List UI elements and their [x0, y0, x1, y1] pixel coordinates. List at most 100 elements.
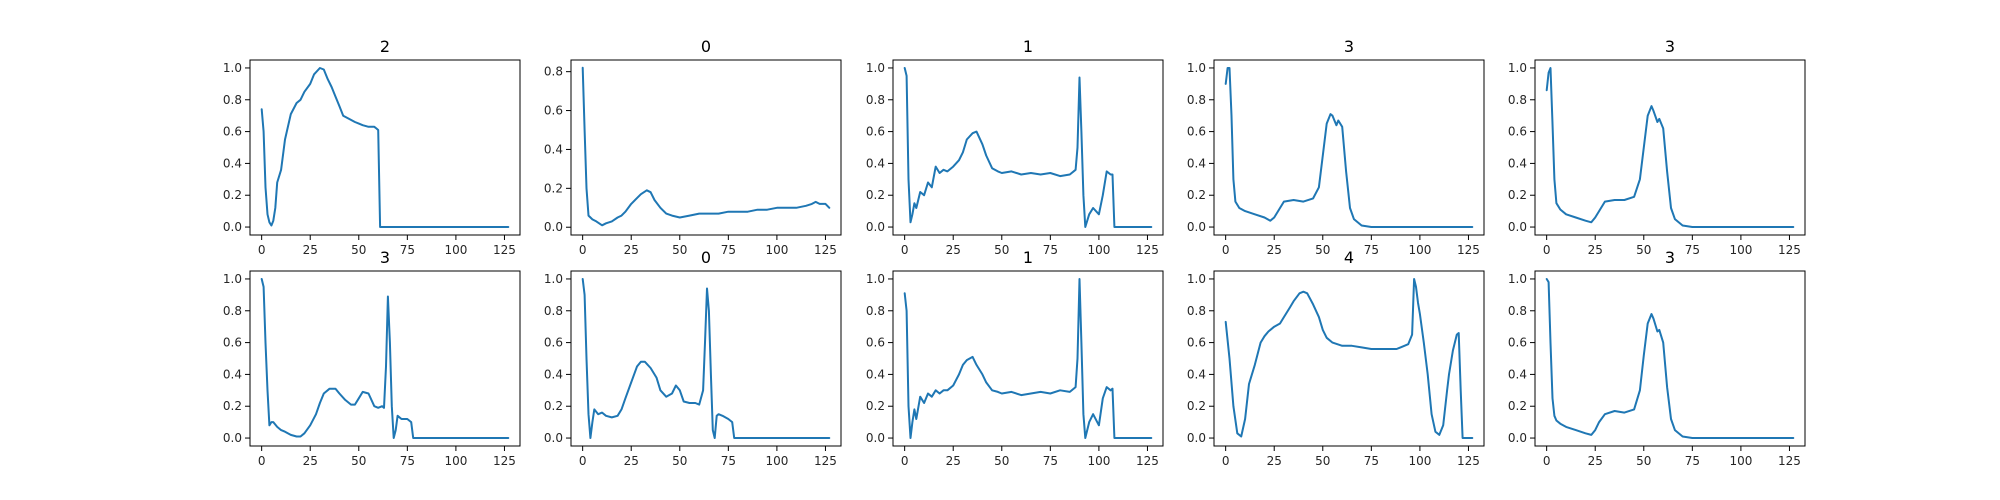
x-tick-label: 50 [1636, 243, 1651, 257]
series-line [903, 278, 1153, 439]
y-tick-label: 0.8 [544, 304, 563, 318]
x-tick-label: 100 [444, 454, 467, 468]
x-tick-label: 25 [1267, 454, 1282, 468]
y-tick-label: 0.6 [544, 336, 563, 350]
x-tick-label: 25 [1267, 243, 1282, 257]
x-tick-label: 100 [1408, 454, 1431, 468]
x-tick-label: 75 [1043, 243, 1058, 257]
series-line [260, 67, 510, 228]
series-line [581, 278, 831, 439]
y-tick-label: 0.0 [866, 220, 885, 234]
y-tick-label: 1.0 [1508, 272, 1527, 286]
x-tick-label: 125 [1457, 243, 1480, 257]
subplot-9: 0 25 50 75 100 125 0.0 0.2 0.4 0.6 0.8 1.0 4 [1187, 248, 1485, 468]
x-tick-label: 0 [579, 243, 587, 257]
y-tick-label: 0.6 [1508, 125, 1527, 139]
x-tick-label: 0 [1222, 454, 1230, 468]
y-tick-label: 1.0 [866, 61, 885, 75]
subplot-7: 0 25 50 75 100 125 0.0 0.2 0.4 0.6 0.8 1.0 0 [544, 248, 842, 468]
y-tick-label: 0.2 [544, 181, 563, 195]
x-tick-label: 0 [258, 243, 266, 257]
y-tick-label: 0.2 [866, 188, 885, 202]
x-tick-label: 75 [1685, 243, 1700, 257]
y-tick-label: 0.2 [1508, 188, 1527, 202]
x-tick-label: 75 [1364, 243, 1379, 257]
x-tick-label: 0 [901, 454, 909, 468]
x-tick-label: 125 [493, 454, 516, 468]
y-tick-label: 0.4 [1508, 156, 1527, 170]
y-tick-label: 0.0 [1187, 220, 1206, 234]
subplot-3: 0 25 50 75 100 125 0.0 0.2 0.4 0.6 0.8 1.0 1 [866, 37, 1164, 257]
subplot-title: 3 [1344, 37, 1354, 56]
axes-frame [1213, 59, 1485, 236]
y-tick-label: 0.6 [1187, 125, 1206, 139]
y-tick-label: 0.0 [544, 431, 563, 445]
y-tick-label: 0.8 [866, 304, 885, 318]
x-tick-label: 100 [1087, 454, 1110, 468]
x-tick-label: 75 [400, 454, 415, 468]
x-tick-label: 25 [1588, 454, 1603, 468]
series-line [260, 278, 510, 439]
subplot-title: 0 [701, 37, 711, 56]
x-tick-label: 100 [1408, 243, 1431, 257]
y-tick-label: 0.6 [544, 104, 563, 118]
y-tick-label: 0.2 [544, 399, 563, 413]
x-tick-label: 25 [303, 243, 318, 257]
y-tick-label: 0.4 [1187, 367, 1206, 381]
subplot-5: 0 25 50 75 100 125 0.0 0.2 0.4 0.6 0.8 1.0 3 [1508, 37, 1806, 257]
y-tick-label: 0.0 [223, 431, 242, 445]
y-tick-label: 0.0 [1508, 220, 1527, 234]
axes-frame [570, 59, 842, 236]
x-tick-label: 0 [1222, 243, 1230, 257]
x-tick-label: 100 [1729, 454, 1752, 468]
axes-frame [1534, 59, 1806, 236]
axes-frame [892, 59, 1164, 236]
y-tick-label: 0.4 [1187, 156, 1206, 170]
subplot-8: 0 25 50 75 100 125 0.0 0.2 0.4 0.6 0.8 1.0 1 [866, 248, 1164, 468]
y-tick-label: 0.4 [1508, 367, 1527, 381]
y-tick-label: 0.0 [866, 431, 885, 445]
y-tick-label: 0.6 [1187, 336, 1206, 350]
x-tick-label: 125 [814, 454, 837, 468]
axes-frame [249, 270, 521, 447]
y-tick-label: 1.0 [1187, 272, 1206, 286]
y-tick-label: 0.2 [1187, 188, 1206, 202]
axes-frame [1534, 270, 1806, 447]
y-tick-label: 0.6 [866, 125, 885, 139]
y-tick-label: 0.2 [223, 399, 242, 413]
y-tick-label: 0.0 [223, 220, 242, 234]
y-tick-label: 0.8 [544, 65, 563, 79]
y-tick-label: 0.8 [223, 304, 242, 318]
subplot-6: 0 25 50 75 100 125 0.0 0.2 0.4 0.6 0.8 1.0 3 [223, 248, 521, 468]
y-tick-label: 0.4 [544, 367, 563, 381]
y-tick-label: 1.0 [866, 272, 885, 286]
x-tick-label: 75 [1685, 454, 1700, 468]
series-line [1224, 278, 1474, 439]
x-tick-label: 50 [351, 243, 366, 257]
x-tick-label: 125 [493, 243, 516, 257]
y-tick-label: 0.4 [866, 367, 885, 381]
y-tick-label: 0.8 [1508, 304, 1527, 318]
y-tick-label: 0.8 [866, 93, 885, 107]
y-tick-label: 0.6 [223, 125, 242, 139]
x-tick-label: 100 [765, 454, 788, 468]
x-tick-label: 50 [1636, 454, 1651, 468]
x-tick-label: 25 [624, 454, 639, 468]
y-tick-label: 0.0 [1187, 431, 1206, 445]
series-line [903, 67, 1153, 228]
x-tick-label: 100 [765, 243, 788, 257]
x-tick-label: 0 [579, 454, 587, 468]
x-tick-label: 0 [258, 454, 266, 468]
y-tick-label: 1.0 [1508, 61, 1527, 75]
subplot-2: 0 25 50 75 100 125 0.0 0.2 0.4 0.6 0.8 0 [544, 37, 842, 257]
axes-frame [1213, 270, 1485, 447]
y-tick-label: 0.0 [1508, 431, 1527, 445]
x-tick-label: 75 [1364, 454, 1379, 468]
x-tick-label: 125 [1778, 454, 1801, 468]
x-tick-label: 0 [1543, 243, 1551, 257]
x-tick-label: 25 [1588, 243, 1603, 257]
x-tick-label: 25 [946, 243, 961, 257]
y-tick-label: 0.8 [1508, 93, 1527, 107]
